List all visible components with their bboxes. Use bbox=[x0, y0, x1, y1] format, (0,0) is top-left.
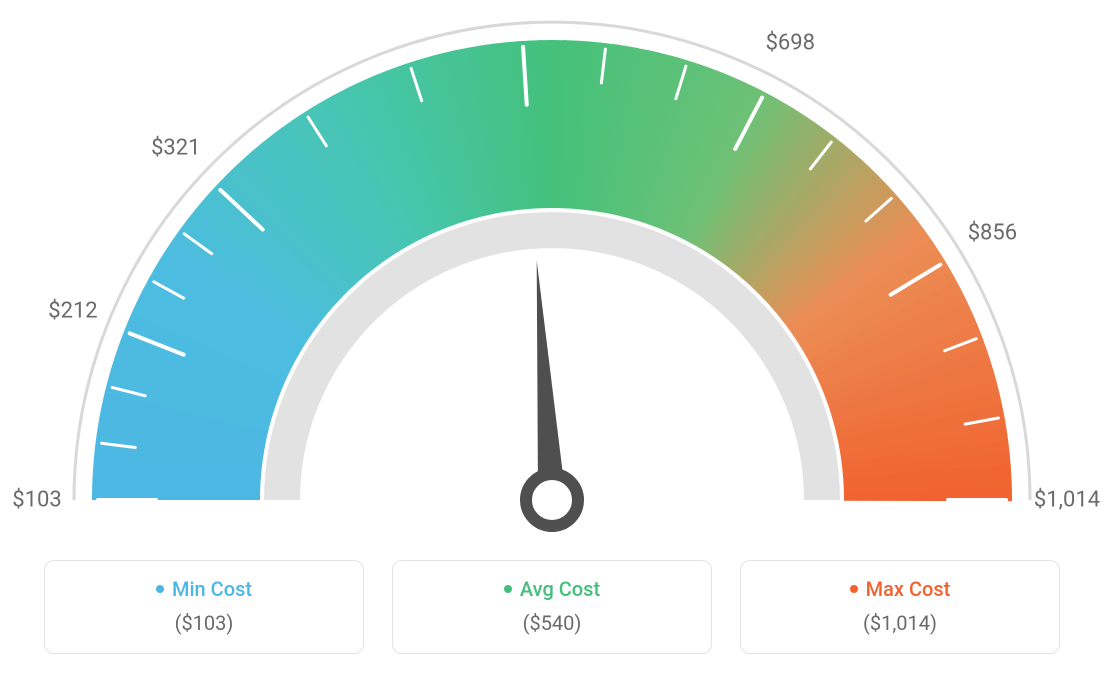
legend-row: Min Cost ($103) Avg Cost ($540) Max Cost… bbox=[0, 560, 1104, 674]
legend-dot-max bbox=[850, 585, 858, 593]
legend-card-max: Max Cost ($1,014) bbox=[740, 560, 1060, 654]
legend-title-min: Min Cost bbox=[156, 577, 252, 601]
gauge-tick-label: $321 bbox=[151, 136, 200, 161]
legend-dot-min bbox=[156, 585, 164, 593]
legend-label-min: Min Cost bbox=[172, 577, 252, 601]
legend-value-min: ($103) bbox=[55, 611, 353, 635]
legend-card-avg: Avg Cost ($540) bbox=[392, 560, 712, 654]
legend-value-avg: ($540) bbox=[403, 611, 701, 635]
gauge-tick-label: $212 bbox=[48, 298, 97, 323]
legend-title-avg: Avg Cost bbox=[504, 577, 600, 601]
gauge-svg bbox=[0, 0, 1104, 560]
gauge-needle bbox=[537, 260, 566, 500]
gauge-container: $103$212$321$540$698$856$1,014 bbox=[0, 0, 1104, 560]
legend-value-max: ($1,014) bbox=[751, 611, 1049, 635]
legend-label-max: Max Cost bbox=[866, 577, 951, 601]
legend-card-min: Min Cost ($103) bbox=[44, 560, 364, 654]
gauge-tick-label: $698 bbox=[766, 31, 815, 56]
gauge-tick-label: $856 bbox=[968, 221, 1017, 246]
gauge-hub bbox=[526, 474, 578, 526]
legend-title-max: Max Cost bbox=[850, 577, 951, 601]
legend-label-avg: Avg Cost bbox=[520, 577, 600, 601]
legend-dot-avg bbox=[504, 585, 512, 593]
gauge-tick-label: $103 bbox=[12, 488, 61, 513]
gauge-tick-label: $1,014 bbox=[1034, 488, 1100, 513]
